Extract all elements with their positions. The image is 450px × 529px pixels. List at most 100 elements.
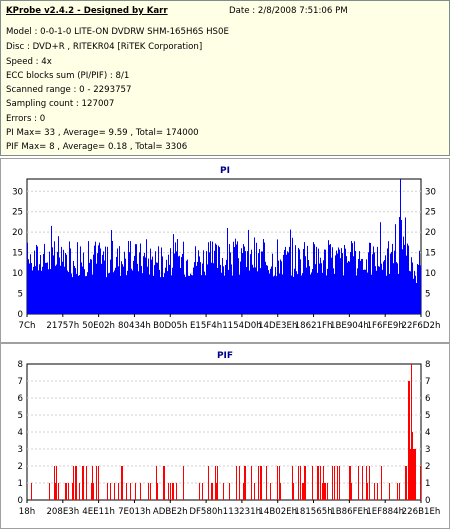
pif-bar: [293, 483, 294, 500]
pi-bar: [302, 273, 303, 314]
pi-bar: [418, 264, 419, 314]
pi-bar: [100, 248, 101, 314]
pi-bar: [209, 252, 210, 314]
pif-xtick-label: 181565h: [294, 507, 332, 517]
pi-bar: [94, 245, 95, 314]
pif-ytick-right: 7: [425, 377, 430, 387]
pif-bar: [254, 483, 255, 500]
pif-ytick-right: 3: [425, 445, 430, 455]
pi-xtick-label: 14DE3Eh: [258, 321, 297, 331]
pi-bar: [206, 251, 207, 314]
pi-bar: [351, 240, 352, 314]
pi-bar: [283, 254, 284, 314]
pif-bar: [377, 483, 378, 500]
pi-bar: [59, 257, 60, 314]
pi-bar: [369, 242, 370, 314]
pi-bar: [108, 273, 109, 314]
pi-bar: [96, 263, 97, 314]
pi-bar: [257, 271, 258, 314]
pi-bar: [102, 255, 103, 314]
pi-ytick-right: 15: [425, 249, 436, 259]
pi-bar: [295, 245, 296, 314]
pi-bar: [58, 236, 59, 314]
pi-bar: [61, 246, 62, 314]
pi-bar: [153, 275, 154, 314]
pif-bar: [163, 466, 164, 500]
pi-bar: [98, 245, 99, 314]
pif-bar: [317, 466, 318, 500]
pi-bar: [332, 247, 333, 314]
pif-bar: [121, 466, 122, 500]
pi-bar: [155, 251, 156, 314]
pif-bar: [337, 466, 338, 500]
pif-bar: [199, 483, 200, 500]
pi-bar: [258, 253, 259, 314]
pi-bar: [156, 262, 157, 314]
pi-bar: [37, 246, 38, 314]
pif-bar: [279, 466, 280, 500]
pi-bar: [395, 224, 396, 314]
pi-bar: [73, 261, 74, 314]
pi-bar: [348, 261, 349, 314]
pi-bar: [300, 259, 301, 314]
pi-bar: [366, 259, 367, 314]
pi-bar: [89, 262, 90, 314]
pi-bar: [294, 268, 295, 314]
pi-bar: [178, 256, 179, 314]
pi-bar: [297, 274, 298, 314]
pi-bar: [222, 257, 223, 314]
pi-bar: [250, 254, 251, 314]
speed-line: Speed : 4x: [6, 57, 52, 67]
pi-bar: [101, 263, 102, 314]
pi-bar: [224, 275, 225, 314]
pi-bar: [256, 242, 257, 314]
pif-bar: [140, 483, 141, 500]
pif-bar: [229, 483, 230, 500]
pi-bar: [95, 241, 96, 314]
pi-bar: [152, 256, 153, 314]
pi-bar: [411, 257, 412, 314]
pi-bar: [299, 249, 300, 314]
pi-bar: [32, 270, 33, 314]
pi-bar: [74, 265, 75, 314]
pi-bar: [304, 242, 305, 314]
pi-bar: [409, 270, 410, 314]
pif-bar: [261, 466, 262, 500]
pi-bar: [161, 247, 162, 314]
pi-bar: [218, 245, 219, 314]
pi-bar: [146, 239, 147, 314]
pi-bar: [241, 248, 242, 314]
pif-bar: [399, 483, 400, 500]
pi-xtick-label: 1BE904h: [330, 321, 369, 331]
pif-bar: [79, 483, 80, 500]
pi-bar: [79, 275, 80, 314]
pi-bar: [83, 252, 84, 314]
pi-bar: [197, 261, 198, 314]
pi-bar: [266, 265, 267, 314]
pi-bar: [42, 266, 43, 314]
pi-ytick-left: 15: [12, 249, 23, 259]
pi-bar: [271, 266, 272, 314]
pi-bar: [319, 263, 320, 314]
pi-bar: [151, 259, 152, 314]
pi-bar: [282, 274, 283, 314]
pi-bar: [69, 241, 70, 314]
pi-bar: [229, 244, 230, 314]
pi-bar: [186, 260, 187, 314]
pi-xtick-label: 1154D0h: [222, 321, 261, 331]
pif-xtick-label: 4EE11h: [82, 507, 115, 517]
pi-bar: [139, 252, 140, 314]
pif-bar: [414, 449, 415, 500]
pi-bar: [326, 275, 327, 314]
pif-ytick-right: 4: [425, 428, 430, 438]
pif-bar: [292, 466, 293, 500]
pi-bar: [193, 267, 194, 314]
pi-bar: [359, 251, 360, 314]
pi-bar: [278, 260, 279, 314]
pi-bar: [167, 271, 168, 314]
ecc-line: ECC blocks sum (PI/PIF) : 8/1: [6, 71, 130, 81]
pif-bar: [318, 466, 319, 500]
pi-bar: [376, 270, 377, 314]
pi-bar: [333, 268, 334, 314]
pi-bar: [286, 254, 287, 314]
